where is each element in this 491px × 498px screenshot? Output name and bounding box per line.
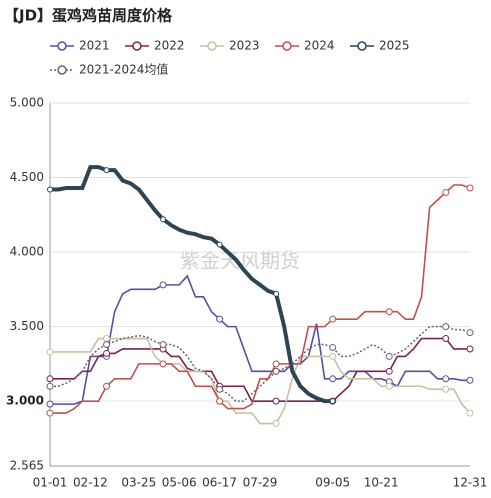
legend-label: 2023 (229, 39, 260, 53)
point-marker (385, 382, 393, 390)
point-marker (103, 382, 111, 390)
point-marker (329, 375, 337, 383)
point-marker (216, 315, 224, 323)
x-tick-label: 09-05 (315, 476, 350, 490)
point-marker (159, 341, 167, 349)
legend-label: 2024 (304, 39, 335, 53)
y-tick-label: 2.565 (10, 459, 44, 473)
series-line (50, 337, 470, 402)
point-marker (103, 335, 111, 343)
legend-marker (357, 41, 367, 51)
point-marker (442, 335, 450, 343)
legend-marker (132, 41, 142, 51)
point-marker (442, 375, 450, 383)
point-marker (466, 409, 474, 417)
point-marker (273, 290, 280, 297)
x-tick-label: 12-31 (453, 476, 488, 490)
series-line (50, 184, 471, 414)
legend-label: 2025 (379, 39, 410, 53)
point-marker (442, 188, 450, 196)
x-tick-label: 06-17 (202, 476, 237, 490)
point-marker (159, 360, 167, 368)
point-marker (103, 349, 111, 357)
x-tick-label: 02-12 (73, 476, 108, 490)
point-marker (46, 409, 54, 417)
point-marker (466, 329, 474, 337)
point-marker (329, 315, 337, 323)
point-marker (442, 385, 450, 393)
point-marker (46, 382, 54, 390)
series-line (50, 274, 470, 405)
series-line (50, 325, 471, 402)
point-marker (216, 397, 224, 405)
legend-marker (57, 65, 67, 75)
point-marker (216, 385, 224, 393)
point-marker (466, 184, 474, 192)
y-tick-label: 4.500 (10, 170, 44, 184)
point-marker (160, 216, 167, 223)
point-marker (329, 398, 336, 405)
y-tick-label: 3.500 (10, 319, 44, 333)
point-marker (272, 367, 280, 375)
point-marker (216, 241, 223, 248)
point-marker (103, 341, 111, 349)
x-tick-label: 01-01 (33, 476, 68, 490)
legend-marker (57, 41, 67, 51)
point-marker (385, 308, 393, 316)
x-tick-label: 07-29 (243, 476, 278, 490)
point-marker (272, 360, 280, 368)
legend-marker (207, 41, 217, 51)
point-marker (329, 343, 337, 351)
series-line (50, 337, 471, 425)
point-marker (47, 186, 53, 193)
point-marker (159, 281, 167, 289)
y-tick-label: 5.000 (10, 96, 44, 110)
x-tick-label: 05-06 (162, 476, 197, 490)
x-tick-label: 03-25 (121, 476, 156, 490)
series-line (50, 165, 333, 404)
point-marker (329, 352, 337, 360)
chart-title: 【JD】蛋鸡鸡苗周度价格 (4, 7, 173, 25)
point-marker (385, 352, 393, 360)
point-marker (272, 420, 280, 428)
legend-marker (282, 41, 292, 51)
legend-label: 2022 (154, 39, 185, 53)
legend-label: 2021 (79, 39, 110, 53)
x-tick-label: 10-21 (364, 476, 399, 490)
point-marker (46, 375, 54, 383)
y-tick-label: 4.000 (10, 245, 44, 259)
legend-label: 2021-2024均值 (79, 62, 168, 77)
point-marker (46, 400, 54, 408)
point-marker (272, 397, 280, 405)
y-tick-label: 3.000 (6, 394, 44, 408)
point-marker (385, 367, 393, 375)
point-marker (46, 348, 54, 356)
point-marker (442, 323, 450, 331)
point-marker (466, 345, 474, 353)
point-marker (103, 167, 110, 174)
point-marker (466, 376, 474, 384)
